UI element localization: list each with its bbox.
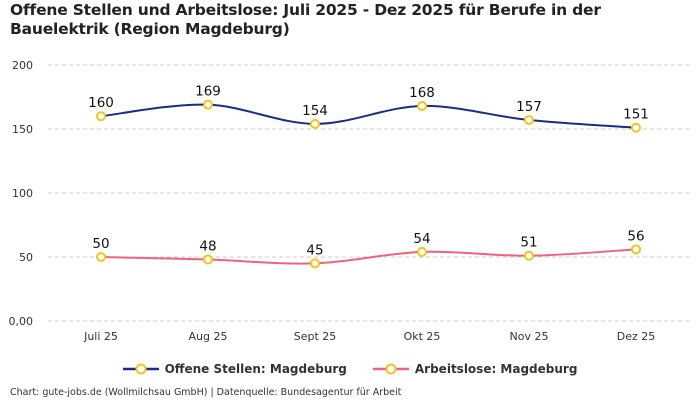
data-point: [203, 254, 213, 265]
chart-credit: Chart: gute-jobs.de (Wollmilchsau GmbH) …: [10, 387, 402, 398]
data-label: 151: [623, 107, 649, 123]
y-tick-label: 100: [12, 187, 33, 200]
data-label: 169: [195, 84, 221, 100]
data-point: [203, 99, 213, 110]
data-point: [631, 244, 641, 255]
legend-item-arbeitslose[interactable]: Arbeitslose: Magdeburg: [372, 362, 578, 376]
legend: Offene Stellen: Magdeburg Arbeitslose: M…: [0, 362, 700, 376]
x-tick-label: Dez 25: [617, 330, 656, 343]
data-label: 48: [199, 239, 216, 255]
y-tick-label: 150: [12, 123, 33, 136]
data-point: [524, 115, 534, 126]
data-label: 154: [302, 103, 328, 119]
data-point: [96, 252, 106, 262]
data-point: [631, 122, 641, 133]
chart-title: Offene Stellen und Arbeitslose: Juli 202…: [10, 1, 601, 38]
data-label: 51: [520, 235, 537, 251]
data-label: 157: [516, 99, 542, 115]
data-label: 168: [409, 85, 435, 101]
data-label: 56: [627, 228, 644, 244]
data-label: 160: [88, 95, 114, 111]
y-tick-label: 50: [19, 251, 33, 264]
data-point: [524, 250, 534, 261]
legend-label: Offene Stellen: Magdeburg: [164, 362, 347, 376]
data-point: [310, 258, 320, 269]
data-label: 54: [413, 231, 430, 247]
series-line: [100, 248, 637, 265]
y-tick-label: 200: [12, 59, 33, 72]
legend-item-offene-stellen[interactable]: Offene Stellen: Magdeburg: [122, 362, 347, 376]
data-label: 50: [92, 236, 109, 252]
data-point: [96, 111, 106, 122]
legend-label: Arbeitslose: Magdeburg: [414, 362, 578, 376]
y-tick-label: 0,00: [9, 315, 34, 328]
x-tick-label: Aug 25: [189, 330, 228, 343]
data-point: [417, 100, 427, 111]
data-point: [310, 118, 320, 129]
data-label: 45: [306, 242, 323, 258]
legend-line-icon: [122, 363, 159, 375]
series-line: [100, 103, 637, 129]
x-tick-label: Sept 25: [294, 330, 337, 343]
legend-line-icon: [372, 363, 409, 375]
x-tick-label: Okt 25: [404, 330, 441, 343]
x-tick-label: Nov 25: [510, 330, 549, 343]
x-tick-label: Juli 25: [83, 330, 118, 343]
data-point: [417, 246, 427, 257]
